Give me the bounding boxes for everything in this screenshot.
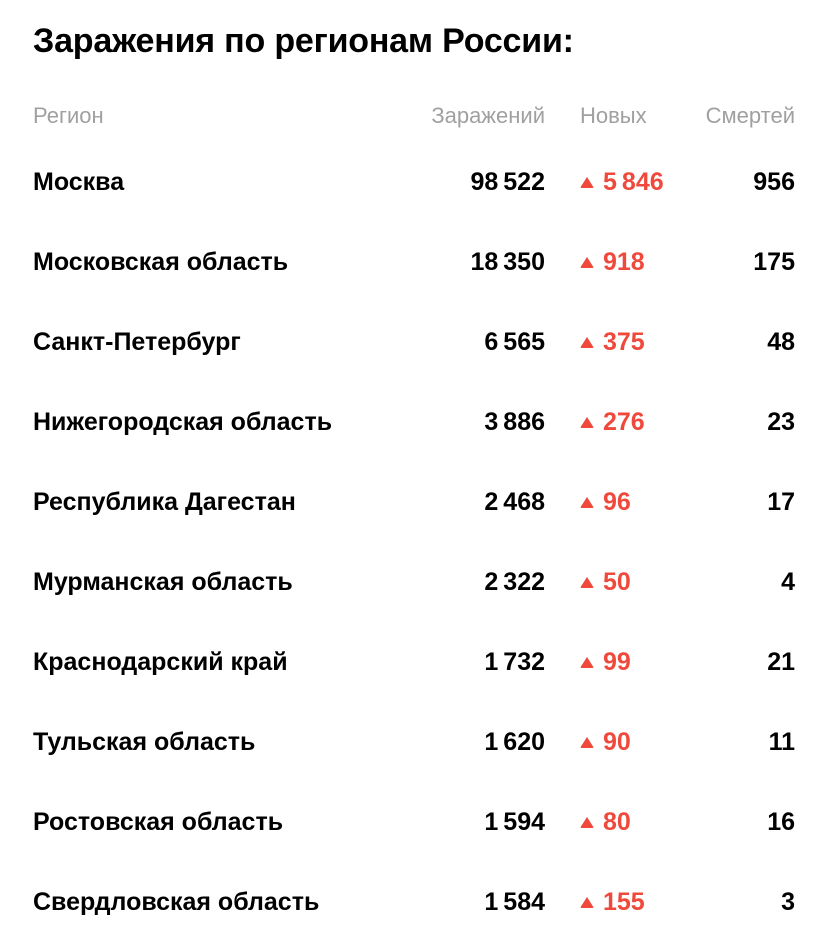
region-name: Санкт-Петербург xyxy=(33,327,241,356)
new-cases: 155 xyxy=(580,888,695,917)
up-triangle-icon xyxy=(580,416,594,428)
new-cases-count: 276 xyxy=(603,407,645,436)
region-name: Краснодарский край xyxy=(33,647,288,676)
region-name: Республика Дагестан xyxy=(33,487,296,516)
region-name: Мурманская область xyxy=(33,567,293,596)
new-cases-count: 5 846 xyxy=(603,167,664,196)
covid-regions-widget: Заражения по регионам России: Регион Зар… xyxy=(0,20,828,932)
up-triangle-icon xyxy=(580,896,594,908)
region-name: Московская область xyxy=(33,247,289,276)
new-cases-count: 918 xyxy=(603,247,645,276)
deaths-count: 17 xyxy=(767,487,795,516)
table-row: Санкт-Петербург 6 565 375 48 xyxy=(33,302,795,382)
deaths-count: 3 xyxy=(781,887,795,916)
deaths-count: 175 xyxy=(753,247,795,276)
table-row: Краснодарский край 1 732 99 21 xyxy=(33,622,795,702)
new-cases: 80 xyxy=(580,808,695,837)
table-row: Москва 98 522 5 846 956 xyxy=(33,142,795,222)
infections-count: 1 594 xyxy=(484,807,545,836)
new-cases: 50 xyxy=(580,568,695,597)
table-body: Москва 98 522 5 846 956 Московская облас… xyxy=(33,142,795,932)
table-row: Свердловская область 1 584 155 3 xyxy=(33,862,795,932)
new-cases: 5 846 xyxy=(580,168,695,197)
new-cases: 375 xyxy=(580,328,695,357)
infections-count: 6 565 xyxy=(484,327,545,356)
column-header-infections: Заражений xyxy=(431,103,545,128)
region-name: Нижегородская область xyxy=(33,407,333,436)
table-row: Ростовская область 1 594 80 16 xyxy=(33,782,795,862)
deaths-count: 16 xyxy=(767,807,795,836)
new-cases-count: 99 xyxy=(603,647,631,676)
table-row: Московская область 18 350 918 175 xyxy=(33,222,795,302)
up-triangle-icon xyxy=(580,336,594,348)
infections-count: 2 468 xyxy=(484,487,545,516)
deaths-count: 4 xyxy=(781,567,795,596)
up-triangle-icon xyxy=(580,256,594,268)
region-name: Свердловская область xyxy=(33,887,320,916)
region-name: Москва xyxy=(33,167,125,196)
infections-count: 1 620 xyxy=(484,727,545,756)
up-triangle-icon xyxy=(580,496,594,508)
infections-count: 98 522 xyxy=(470,167,545,196)
table-row: Нижегородская область 3 886 276 23 xyxy=(33,382,795,462)
column-header-deaths: Смертей xyxy=(705,103,795,128)
up-triangle-icon xyxy=(580,816,594,828)
page-title: Заражения по регионам России: xyxy=(33,22,574,60)
new-cases-count: 50 xyxy=(603,567,631,596)
infections-count: 1 584 xyxy=(484,887,545,916)
up-triangle-icon xyxy=(580,736,594,748)
table-row: Тульская область 1 620 90 11 xyxy=(33,702,795,782)
new-cases: 90 xyxy=(580,728,695,757)
infections-count: 3 886 xyxy=(484,407,545,436)
infections-count: 18 350 xyxy=(470,247,545,276)
deaths-count: 21 xyxy=(767,647,795,676)
table-row: Республика Дагестан 2 468 96 17 xyxy=(33,462,795,542)
table-header: Регион Заражений Новых Смертей xyxy=(33,104,795,128)
up-triangle-icon xyxy=(580,576,594,588)
deaths-count: 956 xyxy=(753,167,795,196)
new-cases-count: 155 xyxy=(603,887,645,916)
new-cases: 276 xyxy=(580,408,695,437)
infections-count: 1 732 xyxy=(484,647,545,676)
infections-count: 2 322 xyxy=(484,567,545,596)
new-cases: 99 xyxy=(580,648,695,677)
deaths-count: 23 xyxy=(767,407,795,436)
new-cases-count: 90 xyxy=(603,727,631,756)
table-row: Мурманская область 2 322 50 4 xyxy=(33,542,795,622)
up-triangle-icon xyxy=(580,176,594,188)
new-cases-count: 375 xyxy=(603,327,645,356)
deaths-count: 48 xyxy=(767,327,795,356)
new-cases-count: 96 xyxy=(603,487,631,516)
region-name: Ростовская область xyxy=(33,807,284,836)
column-header-region: Регион xyxy=(33,103,104,128)
region-name: Тульская область xyxy=(33,727,256,756)
new-cases: 96 xyxy=(580,488,695,517)
new-cases: 918 xyxy=(580,248,695,277)
new-cases-count: 80 xyxy=(603,807,631,836)
deaths-count: 11 xyxy=(768,727,795,756)
up-triangle-icon xyxy=(580,656,594,668)
column-header-new-cases: Новых xyxy=(580,103,647,128)
